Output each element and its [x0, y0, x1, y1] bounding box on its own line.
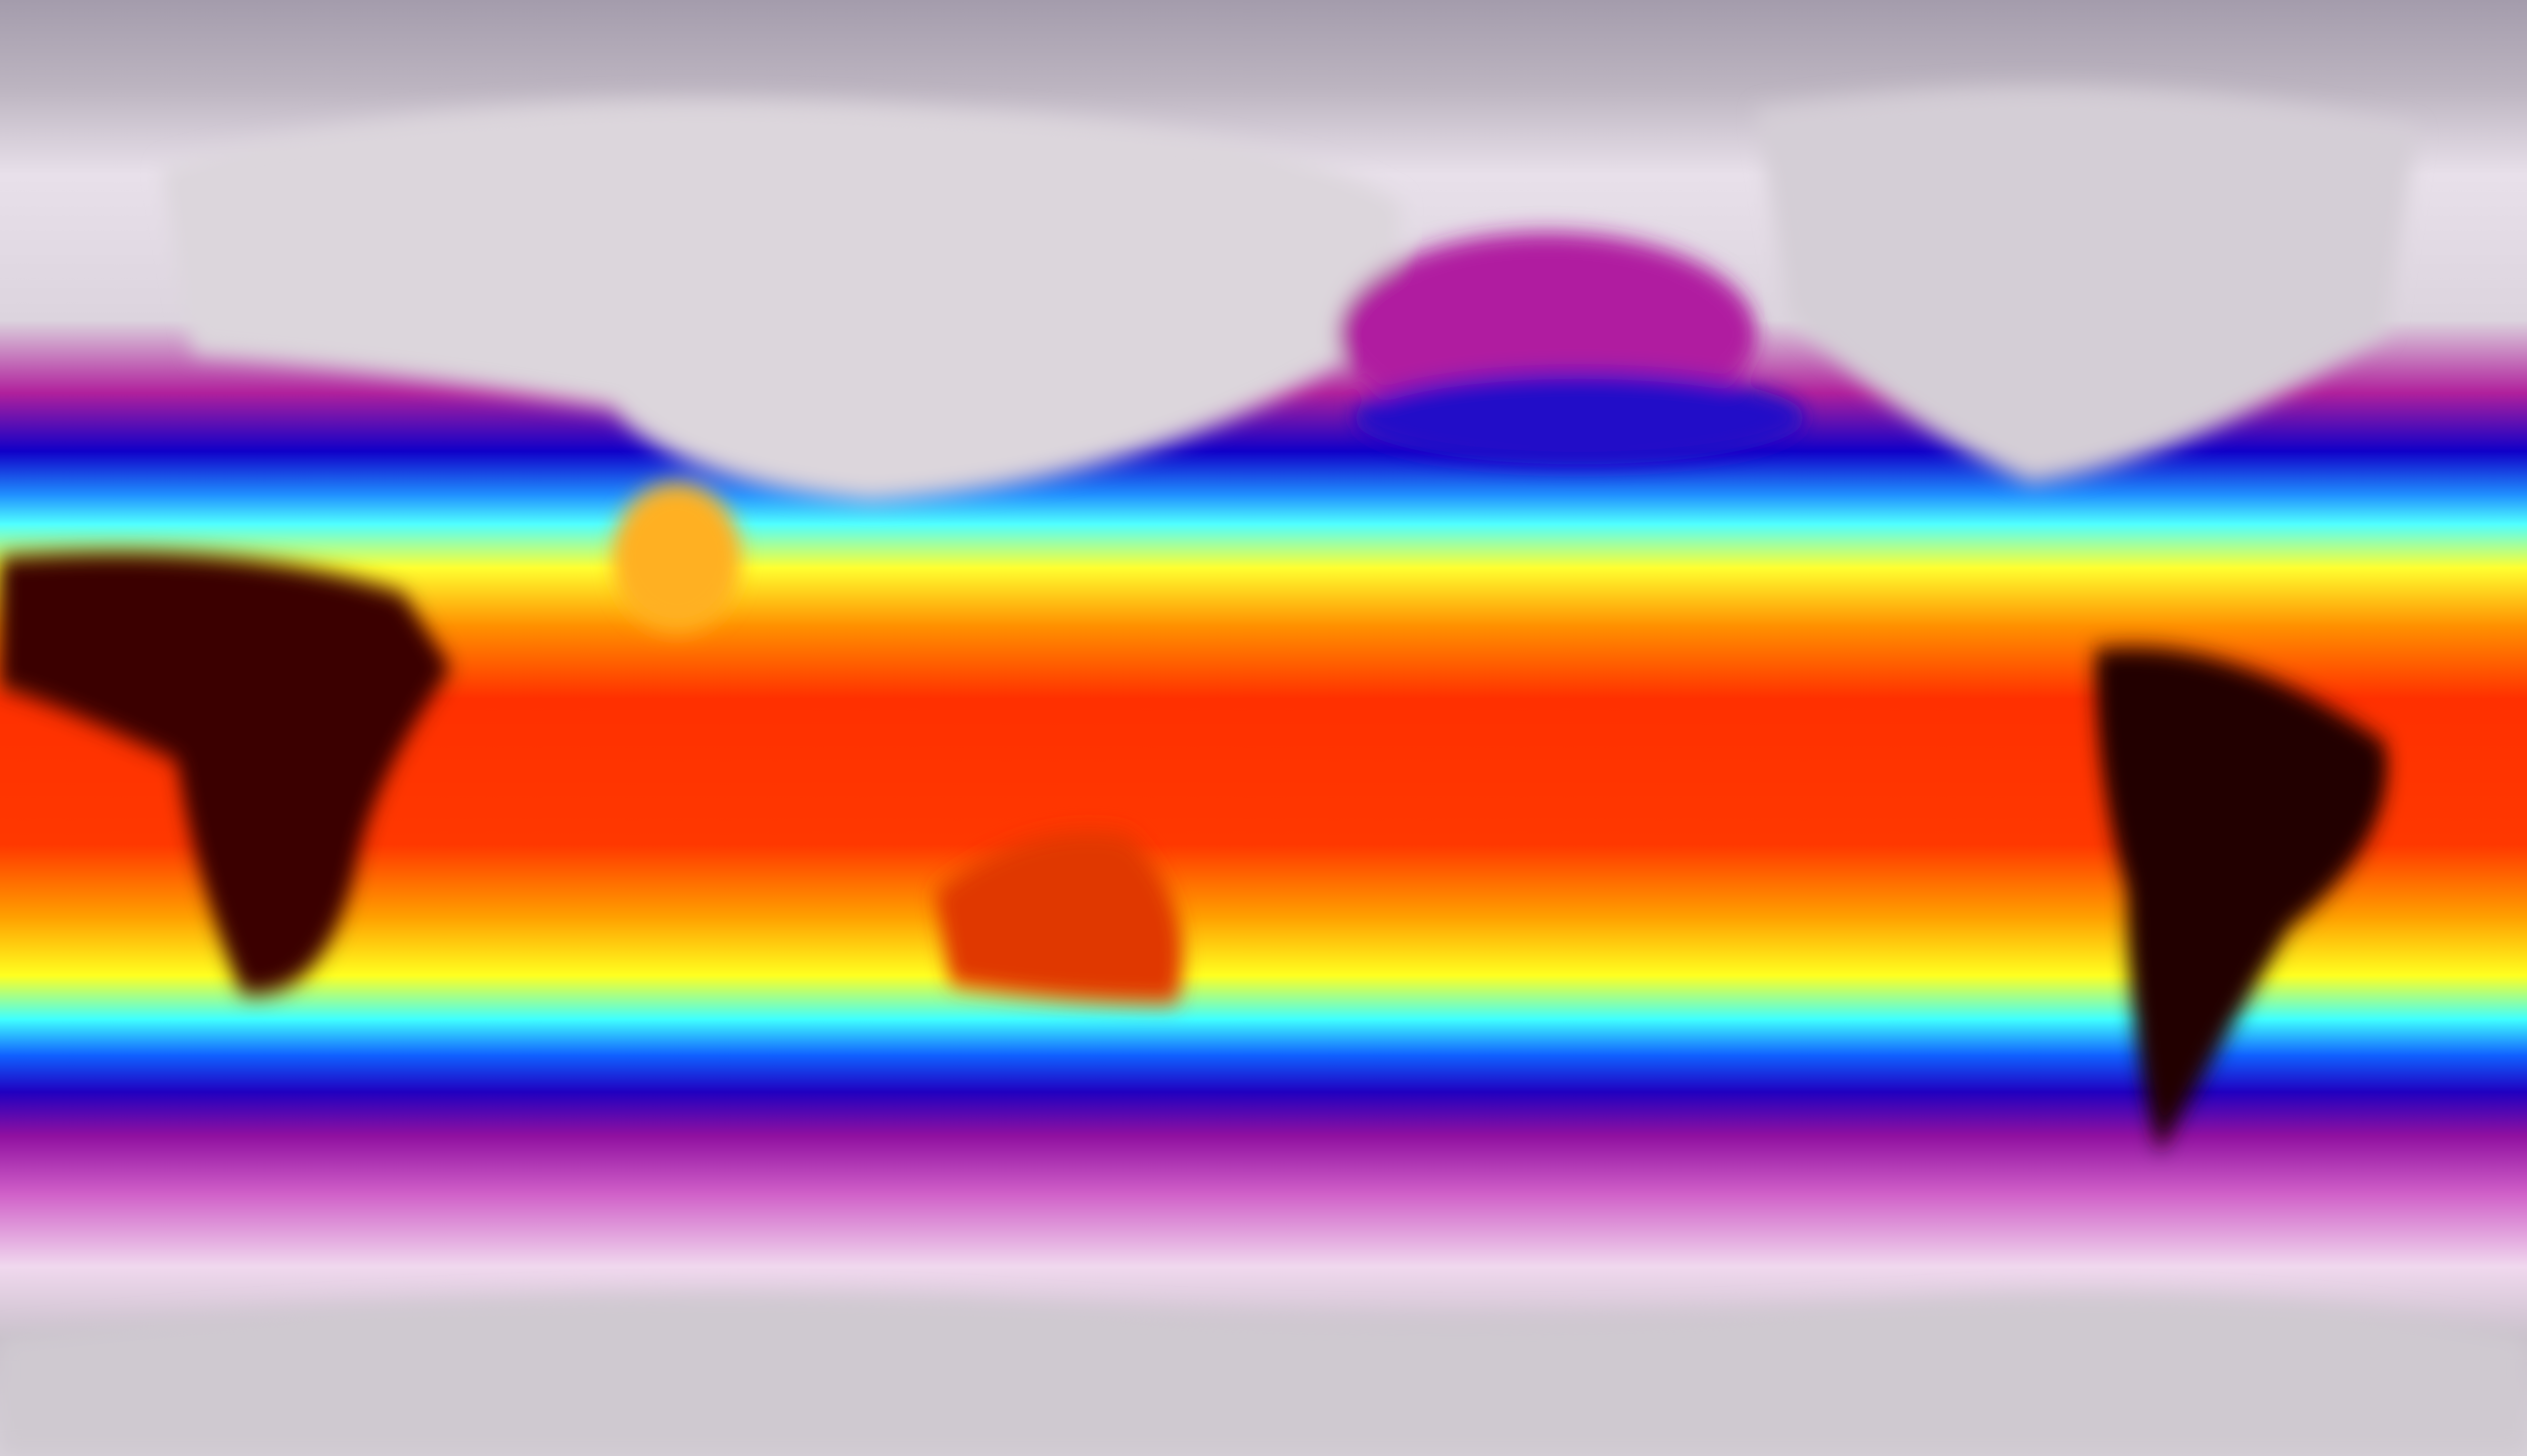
eurasia-landmass [161, 101, 1402, 502]
north-america-landmass [1756, 87, 2418, 483]
antarctica-landmass [0, 1295, 2527, 1456]
north-pacific-cold [1353, 371, 1805, 464]
africa-landmass [0, 552, 451, 995]
india-landmass [612, 483, 741, 632]
south-america-landmass [2095, 647, 2388, 1152]
australia-landmass [934, 832, 1183, 1003]
